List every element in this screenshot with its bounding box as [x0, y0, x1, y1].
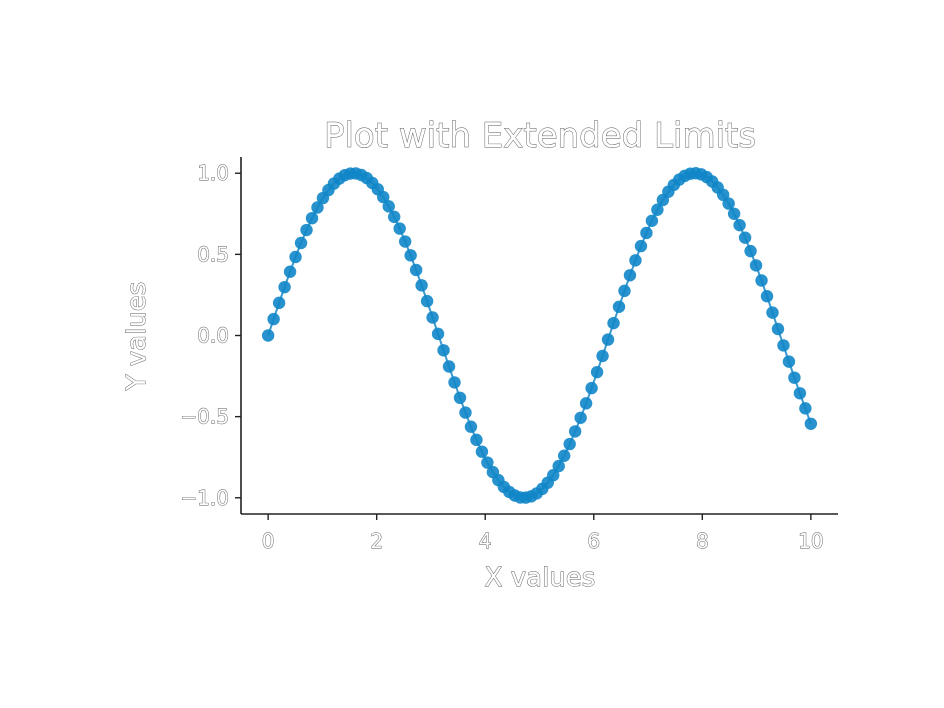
- data-point: [645, 214, 659, 227]
- data-point: [420, 294, 434, 308]
- data-point: [464, 420, 478, 433]
- data-point: [283, 265, 297, 278]
- data-point: [272, 296, 286, 310]
- y-tick-label: 0.0: [197, 324, 229, 348]
- data-point: [623, 269, 637, 282]
- data-point: [568, 425, 582, 438]
- x-ticks: 0 2 4 6 8 10: [261, 514, 824, 553]
- data-point: [289, 250, 302, 264]
- data-point: [727, 207, 741, 220]
- data-point: [547, 469, 560, 482]
- data-point: [305, 211, 319, 225]
- data-point: [415, 279, 428, 292]
- data-point: [557, 449, 571, 462]
- data-point: [607, 316, 620, 330]
- data-point: [300, 223, 313, 237]
- data-point: [733, 218, 746, 232]
- y-ticks: −1.0 −0.5 0.0 0.5 1.0: [180, 161, 241, 510]
- data-point: [804, 417, 818, 430]
- data-point: [431, 327, 445, 341]
- data-point: [766, 306, 779, 319]
- data-point: [793, 387, 807, 400]
- data-point: [448, 376, 461, 389]
- data-point: [377, 190, 390, 204]
- data-point: [596, 349, 609, 363]
- x-tick-label: 10: [798, 529, 823, 553]
- data-point: [799, 402, 812, 415]
- data-point: [552, 459, 565, 473]
- data-point: [590, 365, 604, 379]
- data-point: [475, 445, 489, 458]
- data-point: [442, 360, 456, 373]
- data-point: [738, 231, 752, 244]
- data-point: [426, 311, 439, 324]
- data-point: [579, 397, 593, 410]
- x-tick-label: 0: [262, 529, 275, 553]
- data-point: [640, 226, 653, 240]
- data-point: [404, 249, 417, 262]
- data-point: [777, 339, 790, 352]
- data-point: [398, 235, 412, 248]
- data-point: [382, 200, 395, 213]
- x-tick-label: 6: [587, 529, 600, 553]
- axes: [240, 157, 838, 515]
- data-point: [612, 300, 626, 313]
- data-point: [393, 222, 406, 235]
- y-tick-label: −0.5: [180, 405, 229, 429]
- x-tick-label: 4: [479, 529, 492, 553]
- data-point: [601, 333, 615, 346]
- data-point: [453, 391, 467, 405]
- data-point: [749, 259, 763, 272]
- data-point: [261, 329, 275, 342]
- series-line: [267, 172, 812, 499]
- data-point: [388, 210, 401, 224]
- data-point: [267, 312, 280, 326]
- data-point: [744, 244, 757, 258]
- data-point: [459, 406, 472, 419]
- chart-title: Plot with Extended Limits: [324, 116, 756, 156]
- data-point: [788, 371, 801, 384]
- data-point: [651, 203, 664, 216]
- y-tick-label: 0.5: [197, 242, 229, 266]
- data-point: [574, 411, 587, 424]
- x-axis-label: X values: [485, 563, 596, 593]
- data-point: [634, 239, 648, 253]
- y-tick-label: 1.0: [197, 161, 229, 185]
- data-point: [409, 263, 423, 277]
- data-point: [618, 284, 631, 298]
- data-point: [481, 456, 494, 469]
- x-tick-label: 2: [370, 529, 383, 553]
- data-point: [294, 236, 308, 250]
- data-point: [563, 437, 576, 451]
- data-point: [629, 254, 642, 267]
- data-point: [470, 433, 483, 447]
- data-point: [437, 344, 450, 357]
- data-point: [755, 274, 768, 287]
- y-tick-label: −1.0: [180, 486, 229, 510]
- data-point: [760, 290, 774, 303]
- series-group: [261, 167, 818, 504]
- data-point: [782, 355, 796, 368]
- data-point: [771, 322, 785, 336]
- data-point: [722, 197, 735, 210]
- data-point: [585, 381, 598, 395]
- x-tick-label: 8: [696, 529, 709, 553]
- data-point: [311, 201, 324, 214]
- data-point: [278, 280, 291, 294]
- y-axis-label: Y values: [122, 282, 152, 392]
